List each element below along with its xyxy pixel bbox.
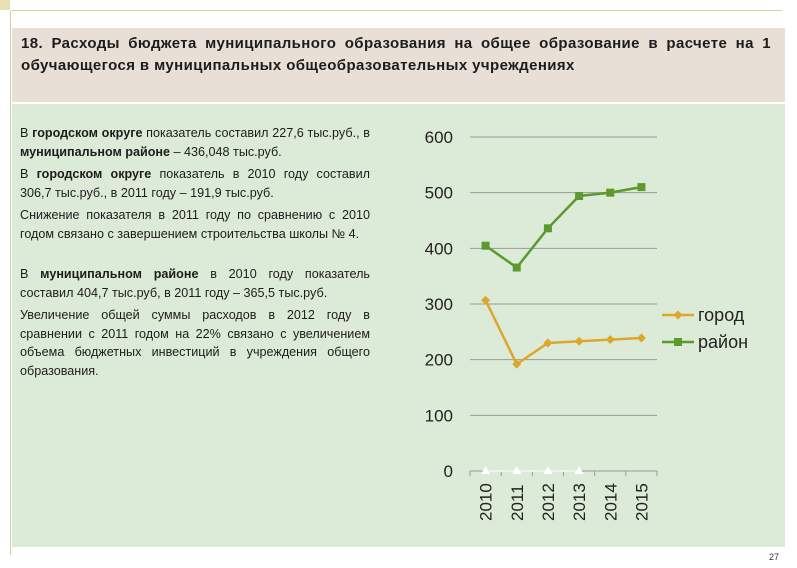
data-point (481, 295, 491, 305)
slide-title: 18. Расходы бюджета муниципального образ… (21, 35, 771, 74)
legend-label: район (698, 332, 748, 352)
x-tick-label: 2014 (601, 483, 620, 521)
y-tick-label: 500 (425, 184, 453, 203)
paragraph-1: В городском округе показатель составил 2… (20, 126, 370, 159)
page-number: 27 (768, 552, 779, 562)
data-point (512, 359, 522, 369)
data-point (606, 188, 615, 197)
paragraph-3: Снижение показателя в 2011 году по сравн… (20, 208, 370, 241)
data-point (543, 466, 553, 474)
line-chart: 0 100 200 300 400 500 600 2010 2011 2012 2013 2014 2… (425, 128, 748, 521)
content-panel (12, 104, 785, 547)
y-tick-label: 600 (425, 128, 453, 147)
data-point (574, 466, 584, 474)
corner-decoration (0, 0, 10, 10)
paragraph-2: В городском округе показатель в 2010 год… (20, 167, 370, 200)
title-band (12, 28, 785, 102)
y-tick-label: 400 (425, 239, 453, 258)
data-point (636, 333, 646, 343)
data-point (574, 336, 584, 346)
y-tick-label: 0 (444, 462, 453, 481)
y-tick-label: 300 (425, 295, 453, 314)
data-point (481, 241, 490, 250)
data-point (512, 263, 521, 272)
data-point (575, 192, 584, 201)
x-tick-label: 2015 (632, 483, 651, 521)
data-point (637, 183, 646, 192)
y-tick-label: 100 (425, 406, 453, 425)
data-point (543, 224, 552, 233)
legend-marker (673, 310, 683, 320)
paragraph-4: В муниципальном районе в 2010 году показ… (20, 267, 370, 300)
data-point (605, 335, 615, 345)
y-tick-label: 200 (425, 351, 453, 370)
footer: 27 (12, 549, 785, 566)
x-tick-label: 2010 (477, 483, 496, 521)
x-tick-label: 2013 (570, 483, 589, 521)
paragraph-5: Увеличение общей суммы расходов в 2012 г… (20, 308, 370, 378)
legend-marker (674, 338, 682, 346)
legend-label: город (698, 305, 745, 325)
x-tick-label: 2012 (539, 483, 558, 521)
series-line (484, 299, 642, 367)
top-frame-line (12, 10, 782, 11)
left-frame-line (10, 10, 11, 555)
series-line (484, 185, 642, 270)
text-column: В городском округе показатель составил 2… (20, 124, 370, 384)
data-point (481, 466, 491, 474)
data-point (512, 466, 522, 474)
x-tick-label: 2011 (508, 484, 527, 521)
data-point (543, 338, 553, 348)
